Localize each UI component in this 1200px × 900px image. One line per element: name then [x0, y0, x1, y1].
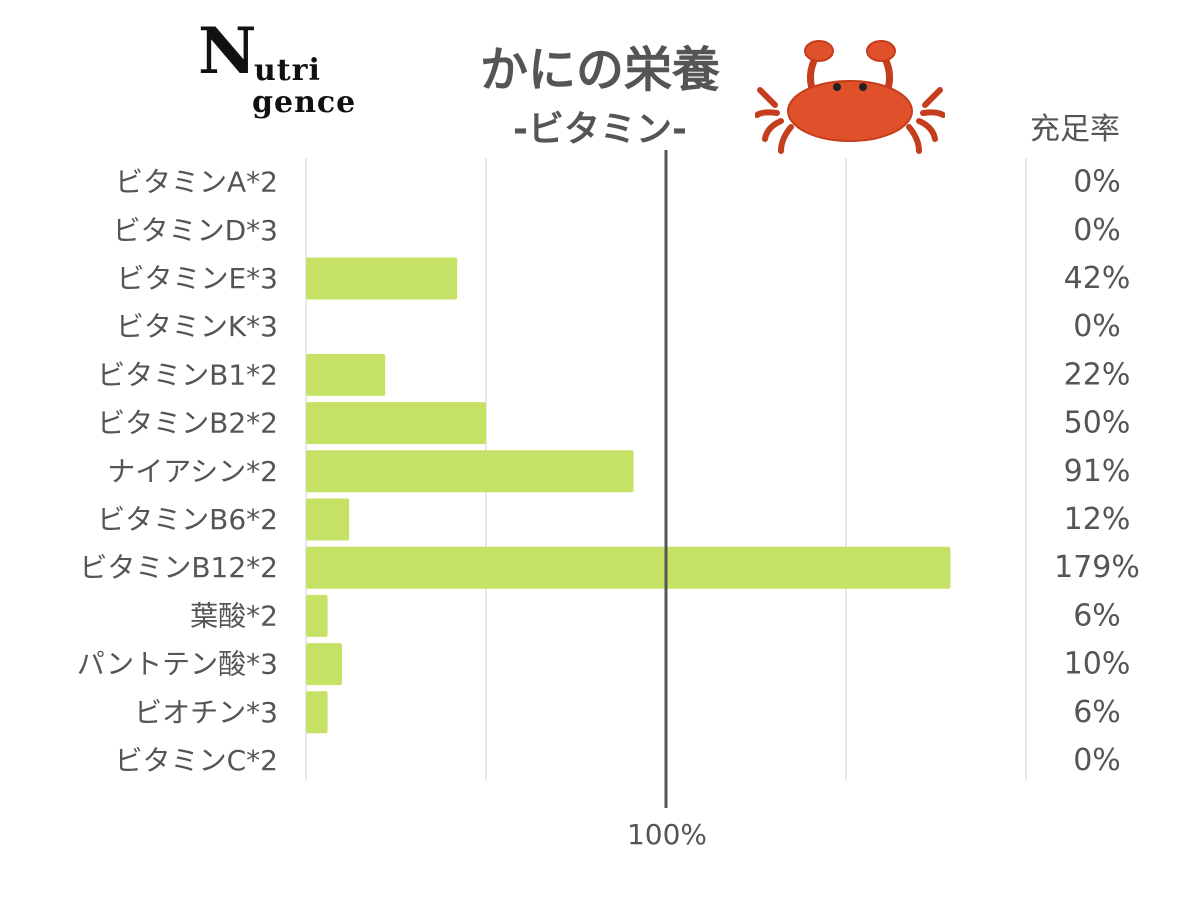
value-label-8: 179%	[1054, 550, 1140, 585]
chart-title: かにの栄養	[479, 42, 720, 98]
logo-letter: N	[198, 14, 257, 89]
category-label-6: ナイアシン*2	[107, 455, 278, 488]
reference-line-label: 100%	[626, 818, 708, 851]
value-label-6: 91%	[1064, 454, 1131, 489]
value-label-5: 50%	[1064, 406, 1131, 441]
chart-subtitle: -ビタミン-	[513, 109, 687, 150]
bar-8	[306, 546, 951, 589]
value-label-10: 10%	[1064, 647, 1131, 682]
category-label-11: ビオチン*3	[134, 696, 278, 729]
logo-line2: gence	[252, 85, 357, 120]
category-label-1: ビタミンD*3	[113, 214, 278, 247]
value-label-0: 0%	[1073, 165, 1121, 200]
bar-10	[306, 643, 342, 686]
value-label-7: 12%	[1064, 502, 1131, 537]
bar-6	[306, 450, 634, 493]
value-label-11: 6%	[1073, 695, 1121, 730]
category-label-4: ビタミンB1*2	[97, 358, 278, 391]
value-label-12: 0%	[1073, 743, 1121, 778]
crab-icon	[755, 40, 945, 154]
bar-9	[306, 594, 328, 637]
nutrigence-logo: N utri gence	[196, 20, 366, 136]
value-label-2: 42%	[1064, 261, 1131, 296]
category-label-5: ビタミンB2*2	[97, 407, 278, 440]
value-label-9: 6%	[1073, 598, 1121, 633]
value-label-1: 0%	[1073, 213, 1121, 248]
category-label-9: 葉酸*2	[190, 599, 278, 632]
category-label-12: ビタミンC*2	[115, 744, 278, 777]
value-label-4: 22%	[1064, 357, 1131, 392]
category-label-7: ビタミンB6*2	[97, 503, 278, 536]
category-label-0: ビタミンA*2	[115, 166, 278, 199]
category-label-8: ビタミンB12*2	[79, 551, 278, 584]
bar-2	[306, 257, 458, 300]
category-label-10: パントテン酸*3	[77, 648, 278, 681]
bar-5	[306, 402, 486, 445]
category-label-2: ビタミンE*3	[116, 262, 278, 295]
fulfillment-rate-header: 充足率	[1030, 112, 1120, 147]
logo-line1: utri	[254, 53, 321, 88]
category-label-3: ビタミンK*3	[116, 310, 278, 343]
bar-4	[306, 353, 386, 396]
bar-7	[306, 498, 350, 541]
value-label-3: 0%	[1073, 309, 1121, 344]
bar-11	[306, 691, 328, 734]
